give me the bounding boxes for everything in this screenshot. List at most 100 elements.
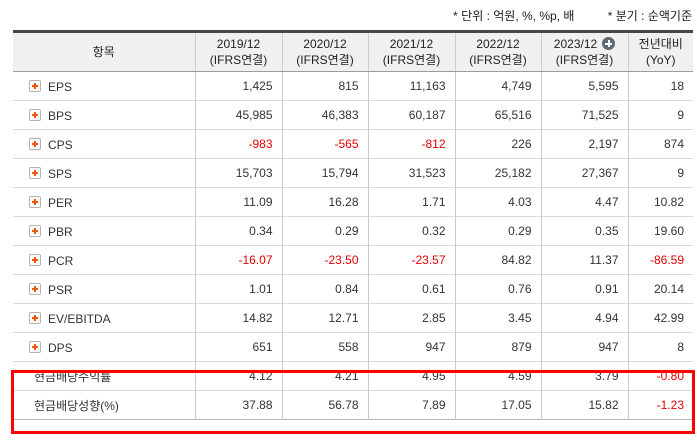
table-row: EPS 1,425 815 11,163 4,749 5,595 18 [13,71,693,101]
cell-value: 4.03 [454,187,541,217]
cell-value: 947 [540,332,628,362]
unit-note: * 단위 : 억원, %, %p, 배 [453,9,575,23]
period-label: 2019/12 [216,37,261,51]
cell-value: 9 [627,100,693,130]
cell-value: 15,703 [194,158,282,188]
cell-value: 20.14 [627,274,693,304]
column-header-2021-12: 2021/12 (IFRS연결) [367,31,455,72]
cell-value: 651 [194,332,282,362]
expand-icon[interactable] [29,79,41,92]
period-label: 2023/12 [542,36,628,52]
expand-icon[interactable] [29,282,41,295]
standard-label: (IFRS연결) [555,53,614,67]
column-header-2020-12: 2020/12 (IFRS연결) [281,31,368,72]
cell-value: 0.84 [281,274,368,304]
row-label: BPS [48,108,73,123]
cell-value: 3.79 [540,361,628,391]
standard-label: (YoY) [645,53,676,67]
standard-label: (IFRS연결) [382,53,441,67]
cell-value: 56.78 [281,390,368,420]
cell-value: -0.80 [627,361,693,391]
cell-value: 11.37 [540,245,628,275]
table-row: PCR -16.07 -23.50 -23.57 84.82 11.37 -86.59 [13,245,693,275]
row-label: PCR [48,253,74,268]
cell-value: 19.60 [627,216,693,246]
row-label-cell: EPS [13,72,195,101]
cell-value: 60,187 [367,100,455,130]
cell-value: 0.29 [281,216,368,246]
cell-value: 5,595 [540,71,628,101]
cell-value: 0.76 [454,274,541,304]
table-notes: * 단위 : 억원, %, %p, 배 * 분기 : 순액기준 [453,7,692,24]
cell-value: 0.34 [194,216,282,246]
row-label-cell: BPS [13,100,195,130]
cell-value: 17.05 [454,390,541,420]
table-row: 현금배당성향(%) 37.88 56.78 7.89 17.05 15.82 -1.23 [13,390,693,420]
row-label-cell: PCR [13,245,195,275]
column-header-2022-12: 2022/12 (IFRS연결) [454,31,541,72]
period-label: 전년대비 [638,37,683,51]
cell-value: 14.82 [194,303,282,333]
row-label: PBR [48,224,73,239]
cell-value: -565 [281,129,368,159]
cell-value: 9 [627,158,693,188]
cell-value: 37.88 [194,390,282,420]
cell-value: 4,749 [454,71,541,101]
standard-label: (IFRS연결) [296,53,354,67]
cell-value: 11.09 [194,187,282,217]
cell-value: 10.82 [627,187,693,217]
cell-value: 15.82 [540,390,628,420]
row-label: EV/EBITDA [48,311,111,326]
period-label: 2022/12 [476,37,520,51]
cell-value: 4.21 [281,361,368,391]
expand-icon[interactable] [29,195,41,208]
row-label: PER [48,195,73,210]
cell-value: 947 [367,332,455,362]
cell-value: 31,523 [367,158,455,188]
row-label: EPS [48,79,73,94]
cell-value: 65,516 [454,100,541,130]
table-row: DPS 651 558 947 879 947 8 [13,332,693,362]
period-label: 2020/12 [303,37,347,51]
cell-value: 1.01 [194,274,282,304]
expand-icon[interactable] [29,253,41,266]
cell-value: -23.50 [281,245,368,275]
cell-value: 0.29 [454,216,541,246]
standard-label: (IFRS연결) [469,53,527,67]
basis-note: * 분기 : 순액기준 [607,9,692,23]
row-label-cell: 현금배당수익률 [13,361,195,391]
expand-icon[interactable] [29,340,41,353]
cell-value: 226 [454,129,541,159]
cell-value: 4.59 [454,361,541,391]
cell-value: 874 [627,129,693,159]
cell-value: 46,383 [281,100,368,130]
cell-value: 558 [281,332,368,362]
cell-value: 0.91 [540,274,628,304]
cell-value: 18 [627,71,693,101]
row-label-cell: EV/EBITDA [13,303,195,333]
table-row: EV/EBITDA 14.82 12.71 2.85 3.45 4.94 42.99 [13,303,693,333]
expand-icon[interactable] [29,137,41,150]
table-row: BPS 45,985 46,383 60,187 65,516 71,525 9 [13,100,693,130]
table-row: PBR 0.34 0.29 0.32 0.29 0.35 19.60 [13,216,693,246]
expand-icon[interactable] [29,311,41,324]
cell-value: 2,197 [540,129,628,159]
cell-value: 16.28 [281,187,368,217]
row-label-cell: CPS [13,129,195,159]
plus-circle-icon[interactable] [602,37,616,50]
row-label: CPS [48,137,73,152]
table-row: 현금배당수익률 4.12 4.21 4.95 4.59 3.79 -0.80 [13,361,693,391]
cell-value: 1.71 [367,187,455,217]
row-label-cell: PER [13,187,195,217]
row-label: 현금배당성향(%) [34,398,119,413]
expand-icon[interactable] [29,166,41,179]
cell-value: 84.82 [454,245,541,275]
cell-value: 11,163 [367,71,455,101]
expand-icon[interactable] [29,224,41,237]
table-row: PSR 1.01 0.84 0.61 0.76 0.91 20.14 [13,274,693,304]
cell-value: 12.71 [281,303,368,333]
cell-value: 8 [627,332,693,362]
cell-value: 3.45 [454,303,541,333]
column-header-yoy: 전년대비 (YoY) [627,31,693,72]
expand-icon[interactable] [29,108,41,121]
